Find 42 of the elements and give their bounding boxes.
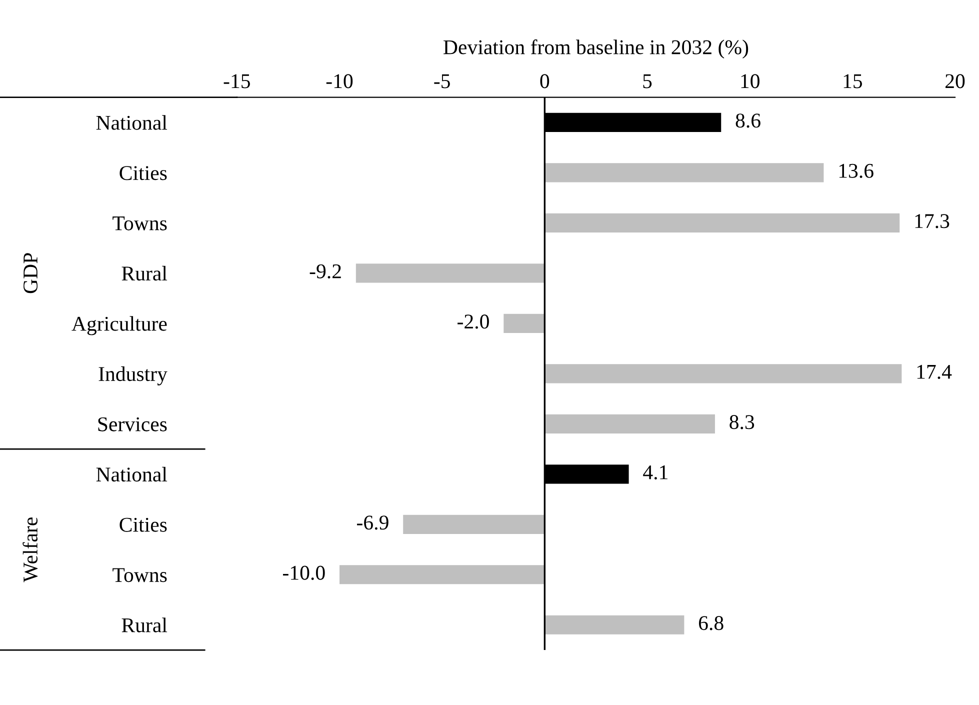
data-label: -9.2 <box>310 264 341 278</box>
y-tick-label: Towns <box>112 216 167 230</box>
data-label: -10.0 <box>282 566 325 580</box>
y-tick-label: Rural <box>122 266 168 281</box>
data-label: 17.4 <box>917 364 952 379</box>
data-label: 6.8 <box>698 616 724 630</box>
x-tick-label: -5 <box>434 74 450 88</box>
data-label: 8.6 <box>736 114 760 128</box>
bar <box>544 414 715 434</box>
bar <box>544 364 902 384</box>
y-tick-label: Cities <box>120 166 167 180</box>
y-tick-label: Rural <box>122 618 168 632</box>
y-tick-label: Services <box>98 417 167 432</box>
data-label: -2.0 <box>458 314 489 329</box>
x-tick-label: 15 <box>844 74 862 88</box>
y-tick-label: Towns <box>112 568 167 582</box>
x-tick-label: 0 <box>540 74 550 88</box>
bar <box>544 213 900 232</box>
x-axis-title: Deviation from baseline in 2032 (%) <box>444 39 748 59</box>
text: Welfare <box>22 518 38 582</box>
data-label: 17.3 <box>915 214 950 228</box>
y-tick-label: Agriculture <box>72 316 167 336</box>
y-tick-label: National <box>96 115 168 130</box>
bar <box>356 264 545 283</box>
bar <box>504 314 545 333</box>
bar <box>544 163 824 182</box>
bar <box>544 615 684 634</box>
y-tick-label: Industry <box>98 366 168 386</box>
x-tick-label: -10 <box>326 74 353 88</box>
x-tick-label: 10 <box>741 74 760 88</box>
data-label: 13.6 <box>839 164 874 178</box>
x-tick-label: -15 <box>224 74 250 88</box>
bar <box>403 514 545 534</box>
data-label: -6.9 <box>357 516 388 530</box>
y-tick-label: National <box>96 466 168 482</box>
bar <box>340 565 545 584</box>
y-tick-label: Cities <box>120 518 167 532</box>
text: GDP <box>24 253 38 294</box>
x-tick-label: 20 <box>946 74 965 88</box>
data-label: 4.1 <box>643 465 668 480</box>
data-label: 8.3 <box>730 415 754 430</box>
x-tick-label: 5 <box>643 74 652 88</box>
